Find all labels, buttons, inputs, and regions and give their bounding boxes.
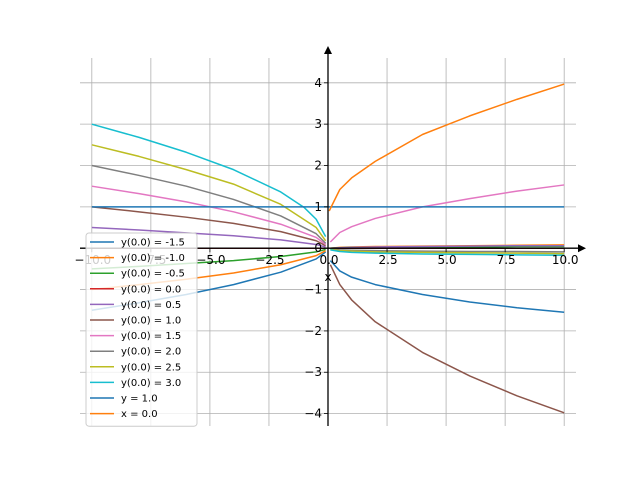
series-line-6-right [329, 184, 565, 243]
series-line-5-left [91, 206, 326, 247]
x-axis-label: x [324, 270, 331, 284]
legend-entry-0: y(0.0) = -1.5 [121, 238, 185, 249]
y-tick-label-7: 3 [314, 117, 322, 131]
legend-box [85, 232, 198, 427]
legend-entry-4: y(0.0) = 0.5 [121, 300, 181, 311]
x-tick-label-8: 10.0 [552, 253, 579, 267]
series-line-7-left [91, 164, 327, 244]
legend-entry-11: x = 0.0 [121, 409, 158, 420]
legend-entry-6: y(0.0) = 1.5 [121, 331, 181, 342]
series-line-11-right [328, 83, 565, 212]
x-tick-label-5: 2.5 [379, 253, 398, 267]
x-axis-arrow [578, 244, 586, 253]
series-line-8-right [330, 248, 565, 255]
legend-entry-5: y(0.0) = 1.0 [121, 316, 181, 327]
series-line-6-left [91, 185, 327, 246]
x-tick-label-7: 7.5 [497, 253, 516, 267]
series-line-7-right [330, 248, 565, 253]
y-tick-label-6: 2 [314, 159, 322, 173]
x-tick-label-6: 5.0 [438, 253, 457, 267]
y-axis-arrow [324, 46, 332, 54]
series-line-5-right [329, 264, 565, 414]
legend-entry-2: y(0.0) = -0.5 [121, 269, 185, 280]
y-tick-label-3: −1 [304, 283, 322, 297]
series-line-0-right [329, 260, 565, 314]
y-tick-label-2: −2 [304, 324, 322, 338]
series-line-8-left [91, 144, 327, 242]
x-tick-label-2: −5.0 [196, 253, 225, 267]
legend-entry-10: y = 1.0 [121, 394, 158, 405]
y-tick-label-4: 0 [314, 241, 322, 255]
y-tick-label-5: 1 [314, 200, 322, 214]
y-tick-label-0: −4 [304, 407, 322, 421]
y-tick-label-8: 4 [314, 76, 322, 90]
legend-entry-3: y(0.0) = 0.0 [121, 284, 181, 295]
legend: y(0.0) = -1.5 y(0.0) = -1.0 y(0.0) = -0.5 y… [85, 232, 198, 427]
x-tick-label-4: 0.0 [319, 253, 338, 267]
legend-entry-1: y(0.0) = -1.0 [121, 253, 185, 264]
legend-entry-9: y(0.0) = 3.0 [121, 378, 181, 389]
legend-entry-8: y(0.0) = 2.5 [121, 362, 181, 373]
series-line-9-left [91, 123, 327, 237]
legend-entry-7: y(0.0) = 2.0 [121, 347, 181, 358]
series-line-9-right [330, 249, 565, 256]
y-tick-label-1: −3 [304, 365, 322, 379]
x-tick-label-3: −2.5 [255, 253, 284, 267]
series-line-4-left [91, 226, 326, 248]
